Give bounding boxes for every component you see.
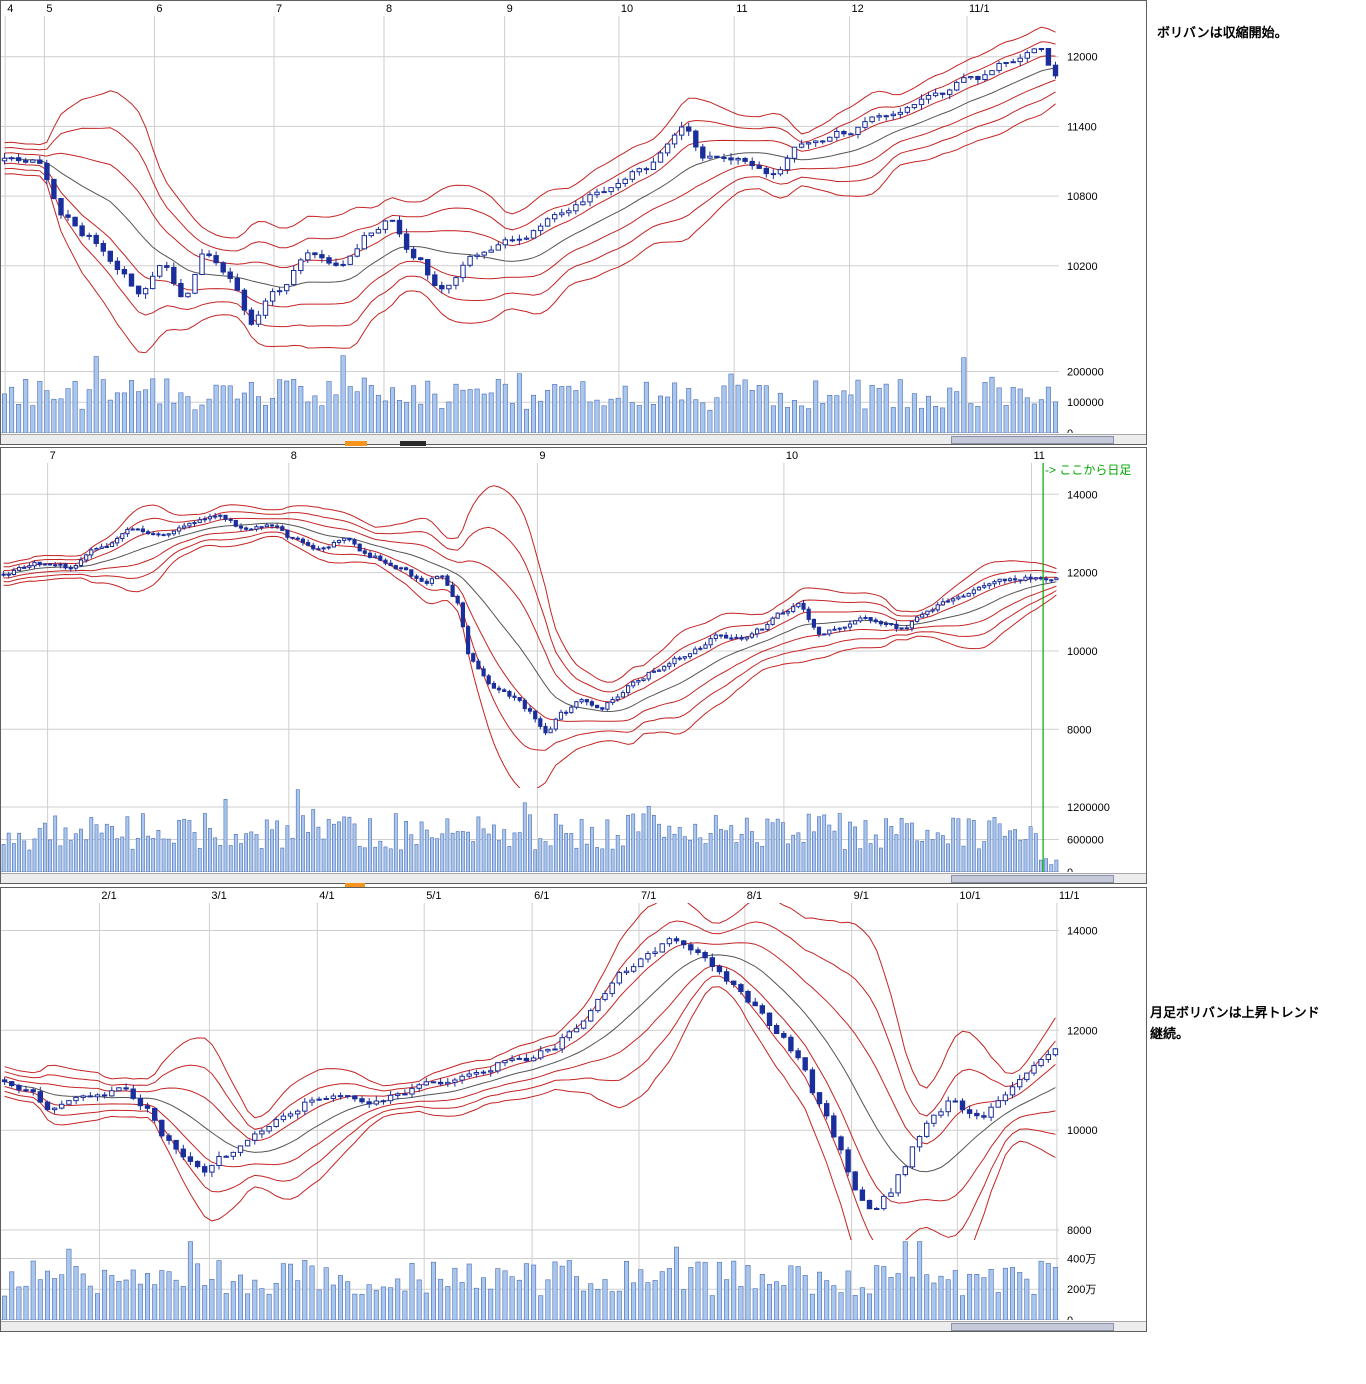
svg-text:8: 8 [291, 450, 297, 462]
scrollbar-thumb[interactable] [951, 436, 1114, 444]
svg-text:8000: 8000 [1067, 724, 1091, 736]
svg-text:10800: 10800 [1067, 191, 1098, 203]
monthly-chart-scrollbar[interactable] [1, 1321, 1146, 1331]
svg-text:8/1: 8/1 [747, 890, 762, 902]
svg-text:12: 12 [852, 3, 864, 15]
svg-text:5: 5 [46, 3, 52, 15]
svg-text:10000: 10000 [1067, 1125, 1098, 1137]
svg-text:600000: 600000 [1067, 835, 1104, 847]
svg-text:11: 11 [736, 3, 747, 15]
svg-text:10: 10 [621, 3, 633, 15]
svg-text:7/1: 7/1 [641, 890, 656, 902]
svg-text:12000: 12000 [1067, 568, 1098, 580]
gap-artifact-dark-1 [400, 441, 426, 446]
svg-text:4/1: 4/1 [319, 890, 334, 902]
svg-text:8000: 8000 [1067, 1225, 1091, 1237]
scrollbar-thumb[interactable] [951, 1323, 1114, 1331]
annotation-monthly-trend-line2: 継続。 [1150, 1026, 1190, 1041]
svg-text:10000: 10000 [1067, 646, 1098, 658]
svg-text:5/1: 5/1 [426, 890, 441, 902]
svg-text:6: 6 [156, 3, 162, 15]
svg-text:10200: 10200 [1067, 261, 1098, 273]
daily-start-annotation: -> ここから日足 [1045, 463, 1132, 477]
svg-text:7: 7 [276, 3, 282, 15]
svg-text:200万: 200万 [1067, 1284, 1096, 1296]
svg-text:14000: 14000 [1067, 489, 1098, 501]
svg-text:0: 0 [1067, 428, 1073, 433]
weekly-chart-canvas[interactable]: 4 5 6 7 8 9 10 11 12 11/1 12000 11400 10800 10200 2000… [1, 1, 1144, 433]
svg-text:200000: 200000 [1067, 367, 1104, 379]
svg-text:9: 9 [539, 450, 545, 462]
svg-text:12000: 12000 [1067, 52, 1098, 64]
svg-text:0: 0 [1067, 1315, 1073, 1320]
svg-text:14000: 14000 [1067, 926, 1098, 938]
svg-text:400万: 400万 [1067, 1254, 1096, 1266]
annotation-bollinger-contraction: ボリバンは収縮開始。 [1157, 25, 1288, 40]
svg-text:100000: 100000 [1067, 397, 1104, 409]
svg-text:9: 9 [507, 3, 513, 15]
svg-text:10/1: 10/1 [959, 890, 980, 902]
svg-text:0: 0 [1067, 867, 1073, 872]
svg-text:8: 8 [386, 3, 392, 15]
svg-text:3/1: 3/1 [211, 890, 226, 902]
svg-text:11/1: 11/1 [1059, 890, 1080, 902]
svg-text:4: 4 [7, 3, 13, 15]
daily-chart-scrollbar[interactable] [1, 873, 1146, 883]
monthly-chart-canvas[interactable]: 2/1 3/1 4/1 5/1 6/1 7/1 8/1 9/1 10/1 11/1 14000 120… [1, 888, 1144, 1320]
svg-text:10: 10 [786, 450, 798, 462]
svg-text:11400: 11400 [1067, 121, 1097, 133]
svg-text:7: 7 [50, 450, 56, 462]
annotation-monthly-trend-line1: 月足ボリバンは上昇トレンド [1150, 1005, 1320, 1020]
svg-text:2/1: 2/1 [101, 890, 116, 902]
weekly-chart-panel[interactable]: 4 5 6 7 8 9 10 11 12 11/1 12000 11400 10800 10200 2000… [0, 0, 1147, 445]
svg-text:12000: 12000 [1067, 1025, 1098, 1037]
gap-artifact-orange-2 [345, 883, 365, 887]
daily-chart-panel[interactable]: 7 8 9 10 11 14000 12000 10000 8000 1200000 600000 0… [0, 447, 1147, 884]
annotation-monthly-trend: 月足ボリバンは上昇トレンド 継続。 [1150, 1002, 1320, 1044]
scrollbar-thumb[interactable] [951, 875, 1114, 883]
gap-artifact-orange-1 [345, 441, 367, 446]
svg-text:6/1: 6/1 [534, 890, 549, 902]
svg-text:9/1: 9/1 [854, 890, 869, 902]
svg-text:11: 11 [1034, 450, 1045, 462]
svg-text:1200000: 1200000 [1067, 802, 1110, 814]
weekly-chart-scrollbar[interactable] [1, 434, 1146, 444]
svg-text:11/1: 11/1 [969, 3, 990, 15]
monthly-chart-panel[interactable]: 2/1 3/1 4/1 5/1 6/1 7/1 8/1 9/1 10/1 11/1 14000 120… [0, 887, 1147, 1332]
daily-chart-canvas[interactable]: 7 8 9 10 11 14000 12000 10000 8000 1200000 600000 0 [1, 448, 1144, 872]
